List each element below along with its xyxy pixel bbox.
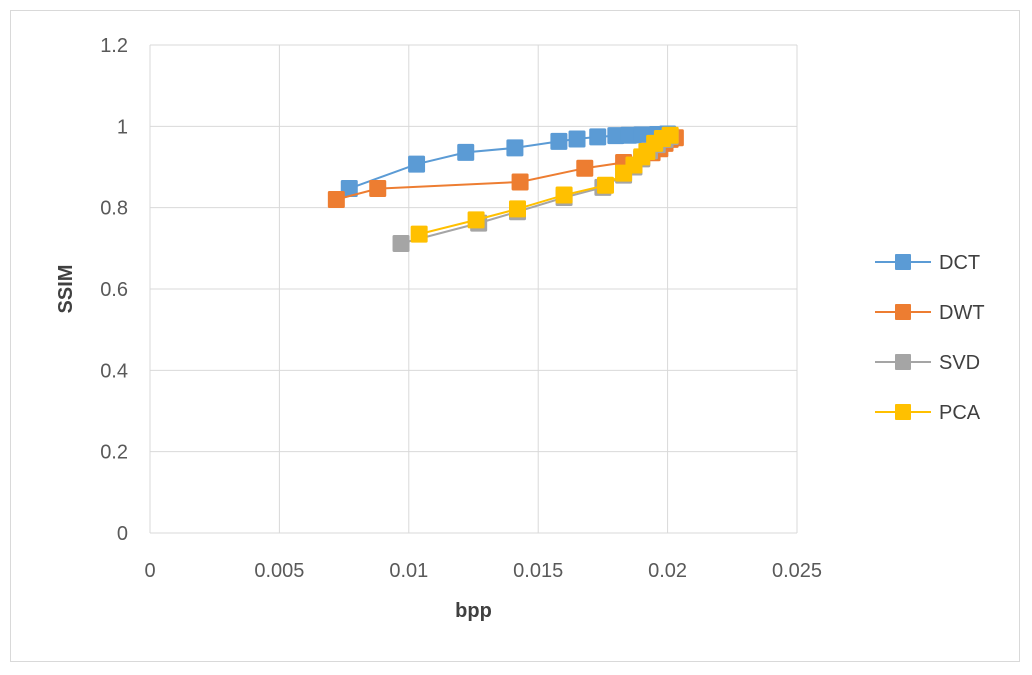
x-tick-label: 0	[144, 560, 155, 582]
x-tick-label: 0.015	[513, 560, 563, 582]
data-point	[511, 173, 529, 191]
data-point	[410, 225, 428, 243]
chart-frame	[10, 10, 1020, 662]
x-tick-label: 0.025	[772, 560, 822, 582]
series-dct	[340, 125, 677, 198]
data-point	[550, 132, 568, 150]
legend-item-svd: SVD	[875, 352, 980, 374]
data-point	[576, 159, 594, 177]
y-axis-title: SSIM	[55, 265, 77, 314]
data-point	[661, 126, 679, 144]
data-point	[392, 234, 410, 252]
data-point	[596, 176, 614, 194]
x-tick-label: 0.01	[389, 560, 428, 582]
data-point	[506, 139, 524, 157]
legend-label: SVD	[939, 352, 980, 374]
series-line	[400, 135, 671, 245]
y-tick-label: 1	[117, 116, 128, 138]
legend-swatch-marker	[895, 254, 911, 270]
series-svd	[392, 128, 679, 252]
data-point	[467, 211, 485, 229]
y-tick-label: 0.6	[100, 279, 128, 301]
y-tick-label: 0.4	[100, 360, 128, 382]
legend-item-pca: PCA	[875, 402, 981, 424]
data-point	[555, 186, 573, 204]
x-axis-title: bpp	[455, 600, 492, 622]
y-tick-label: 1.2	[100, 35, 128, 57]
legend: DCT DWT SVD PCA	[875, 252, 985, 424]
data-point	[508, 200, 526, 218]
x-tick-label: 0.005	[254, 560, 304, 582]
data-point	[327, 191, 345, 209]
legend-item-dct: DCT	[875, 252, 980, 274]
data-point	[568, 130, 586, 148]
series-layer	[327, 125, 684, 252]
legend-swatch-marker	[895, 404, 911, 420]
y-tick-label: 0	[117, 523, 128, 545]
legend-label: DCT	[939, 252, 980, 274]
series-pca	[410, 126, 679, 243]
x-tick-label: 0.02	[648, 560, 687, 582]
axes: 0 0.005 0.01 0.015 0.02 0.025 0 0.2 0.4 0.6 0.8 1 1.…	[100, 35, 822, 582]
y-tick-label: 0.2	[100, 442, 128, 464]
data-point	[589, 128, 607, 146]
data-point	[369, 180, 387, 198]
legend-label: PCA	[939, 402, 981, 424]
legend-label: DWT	[939, 302, 985, 324]
y-tick-label: 0.8	[100, 198, 128, 220]
legend-swatch-marker	[895, 354, 911, 370]
gridlines	[149, 44, 798, 534]
legend-swatch-marker	[895, 304, 911, 320]
data-point	[457, 143, 475, 161]
legend-item-dwt: DWT	[875, 302, 985, 324]
data-point	[408, 155, 426, 173]
